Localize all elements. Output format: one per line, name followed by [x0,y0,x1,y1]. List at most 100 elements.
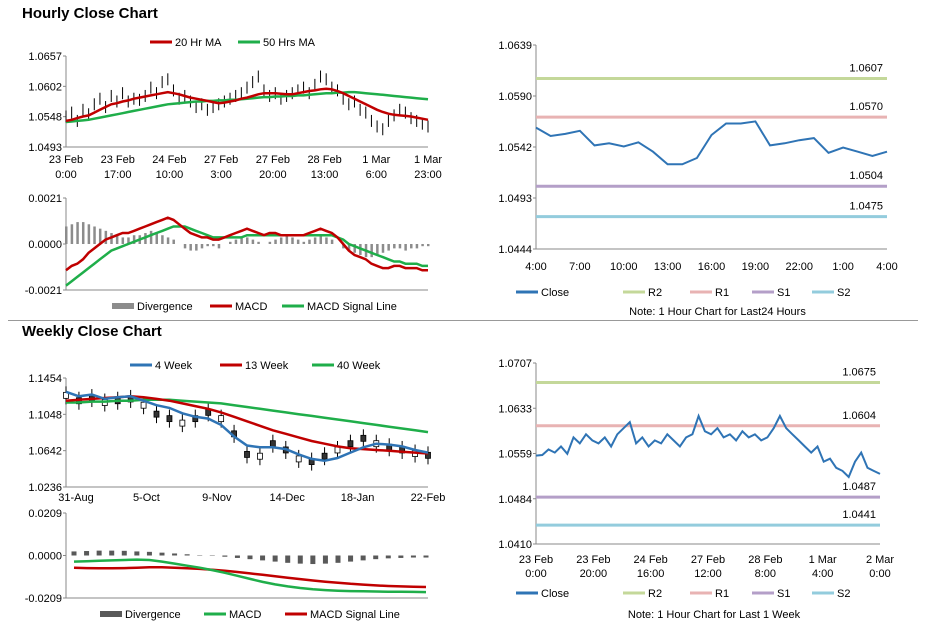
hourly-divergence-bar [421,244,424,247]
weekly-1w-y-tick: 1.0707 [498,358,532,370]
weekly-legend-divergence-label: Divergence [125,609,181,621]
weekly-macd-line [73,558,427,594]
hourly-price-x-tick-time: 10:00 [156,169,184,181]
weekly-price-x-tick: 31-Aug [58,492,93,504]
hourly-ma20-line [65,87,429,123]
weekly-divergence-bar [84,551,90,556]
hourly-24h-level-label-s1: 1.0504 [849,170,883,182]
hourly-divergence-bar [393,244,396,249]
weekly-price-y-tick: 1.1454 [28,373,62,385]
hourly-price-x-tick-time: 17:00 [104,169,132,181]
weekly-divergence-bar [322,555,328,564]
weekly-macd-signal-line [73,566,427,589]
hourly-divergence-bar [342,244,345,249]
hourly-divergence-bar [370,244,373,258]
weekly-macd-y-tick: -0.0209 [25,593,62,605]
hourly-divergence-bar [104,230,108,244]
hourly-divergence-bar [325,237,328,244]
hourly-divergence-bar [291,237,294,244]
weekly-1w-x-tick: 23 Feb [576,554,610,566]
weekly-divergence-bar [184,554,190,556]
hourly-24h-legend-s1-label: S1 [777,287,790,299]
weekly-legend-signal-label: MACD Signal Line [310,609,400,621]
hourly-divergence-bar [161,235,164,244]
weekly-price-candle-body [360,434,367,442]
hourly-price-x-tick: 23 Feb [49,154,83,166]
weekly-1w-legend-close-label: Close [541,588,569,600]
hourly-price-x-tick: 27 Feb [256,154,290,166]
hourly-macd-signal-line [65,225,428,287]
hourly-divergence-bar [183,244,187,249]
hourly-divergence-bar [347,244,351,251]
hourly-divergence-bar [155,233,158,244]
weekly-divergence-bar [348,555,354,562]
weekly-1w-x-tick-time: 8:00 [755,568,776,580]
weekly-4w-line [65,390,429,462]
weekly-price-candle-body [153,410,160,418]
hourly-divergence-bar [319,235,323,244]
weekly-1w-x-tick: 27 Feb [691,554,725,566]
hourly-divergence-bar [308,239,311,244]
weekly-divergence-bar [310,555,316,565]
weekly-40w-line [66,398,429,434]
hourly-divergence-bar [381,244,385,253]
weekly-legend-macd-label: MACD [229,609,261,621]
hourly-divergence-bar [132,235,136,244]
hourly-divergence-bar [229,241,232,244]
hourly-legend-ma50-label: 50 Hrs MA [263,37,316,49]
hourly-24h-x-tick: 4:00 [525,261,546,273]
hourly-price-y-tick: 1.0548 [28,112,62,124]
weekly-price-x-tick: 5-Oct [133,492,160,504]
weekly-divergence-bar [285,555,291,563]
weekly-legend-4w-label: 4 Week [155,360,193,372]
weekly-divergence-bar [385,555,391,559]
hourly-24h-x-tick: 1:00 [832,261,853,273]
weekly-price-x-tick: 18-Jan [341,492,375,504]
hourly-divergence-bar [285,235,289,244]
hourly-macd-y-tick: 0.0000 [28,239,62,251]
hourly-24h-legend-s2-label: S2 [837,287,850,299]
weekly-divergence-bar [96,550,102,556]
hourly-24h-close-line [535,120,888,166]
hourly-price-x-tick: 28 Feb [307,154,341,166]
hourly-24h-y-tick: 1.0493 [498,193,532,205]
hourly-24h-note: Note: 1 Hour Chart for Last24 Hours [629,306,806,318]
weekly-section-title: Weekly Close Chart [22,323,162,340]
weekly-1w-note: Note: 1 Hour Chart for Last 1 Week [628,609,801,621]
hourly-24h-x-tick: 22:00 [785,261,813,273]
hourly-24h-x-tick: 13:00 [654,261,682,273]
hourly-divergence-bar [296,239,300,244]
weekly-price-y-tick: 1.0236 [28,482,62,494]
weekly-1w-x-tick-time: 0:00 [869,568,890,580]
weekly-divergence-bar [272,555,278,562]
weekly-1w-y-tick: 1.0559 [498,449,532,461]
hourly-macd-line [65,216,428,272]
weekly-macd-y-tick: 0.0000 [28,551,62,563]
weekly-1w-level-label-r1: 1.0604 [842,410,876,422]
hourly-divergence-bar [172,239,175,244]
weekly-1w-legend-s1-label: S1 [777,588,790,600]
hourly-divergence-bar [246,237,249,244]
hourly-24h-legend-close-label: Close [541,287,569,299]
weekly-1w-level-label-s2: 1.0441 [842,509,876,521]
hourly-divergence-bar [427,244,430,247]
hourly-legend-macd-label: MACD [235,301,267,313]
weekly-divergence-bar [247,555,253,560]
hourly-divergence-bar [212,244,215,247]
hourly-price-x-tick-time: 13:00 [311,169,339,181]
weekly-divergence-bar [423,555,429,558]
weekly-divergence-bar [134,551,140,556]
weekly-price-candle-body [295,455,302,463]
weekly-legend-13w-label: 13 Week [245,360,289,372]
weekly-price-candle-body [179,419,186,427]
hourly-macd-y-tick: -0.0021 [25,285,62,297]
weekly-divergence-bar [121,550,127,556]
weekly-price-candle-body [257,452,263,460]
hourly-divergence-bar [410,244,413,249]
hourly-price-x-tick-time: 3:00 [210,169,231,181]
hourly-divergence-bar [65,226,68,244]
hourly-24h-level-label-s2: 1.0475 [849,201,883,213]
hourly-divergence-bar [313,237,317,244]
weekly-divergence-bar [360,555,366,561]
hourly-legend-divergence-swatch [112,303,134,309]
